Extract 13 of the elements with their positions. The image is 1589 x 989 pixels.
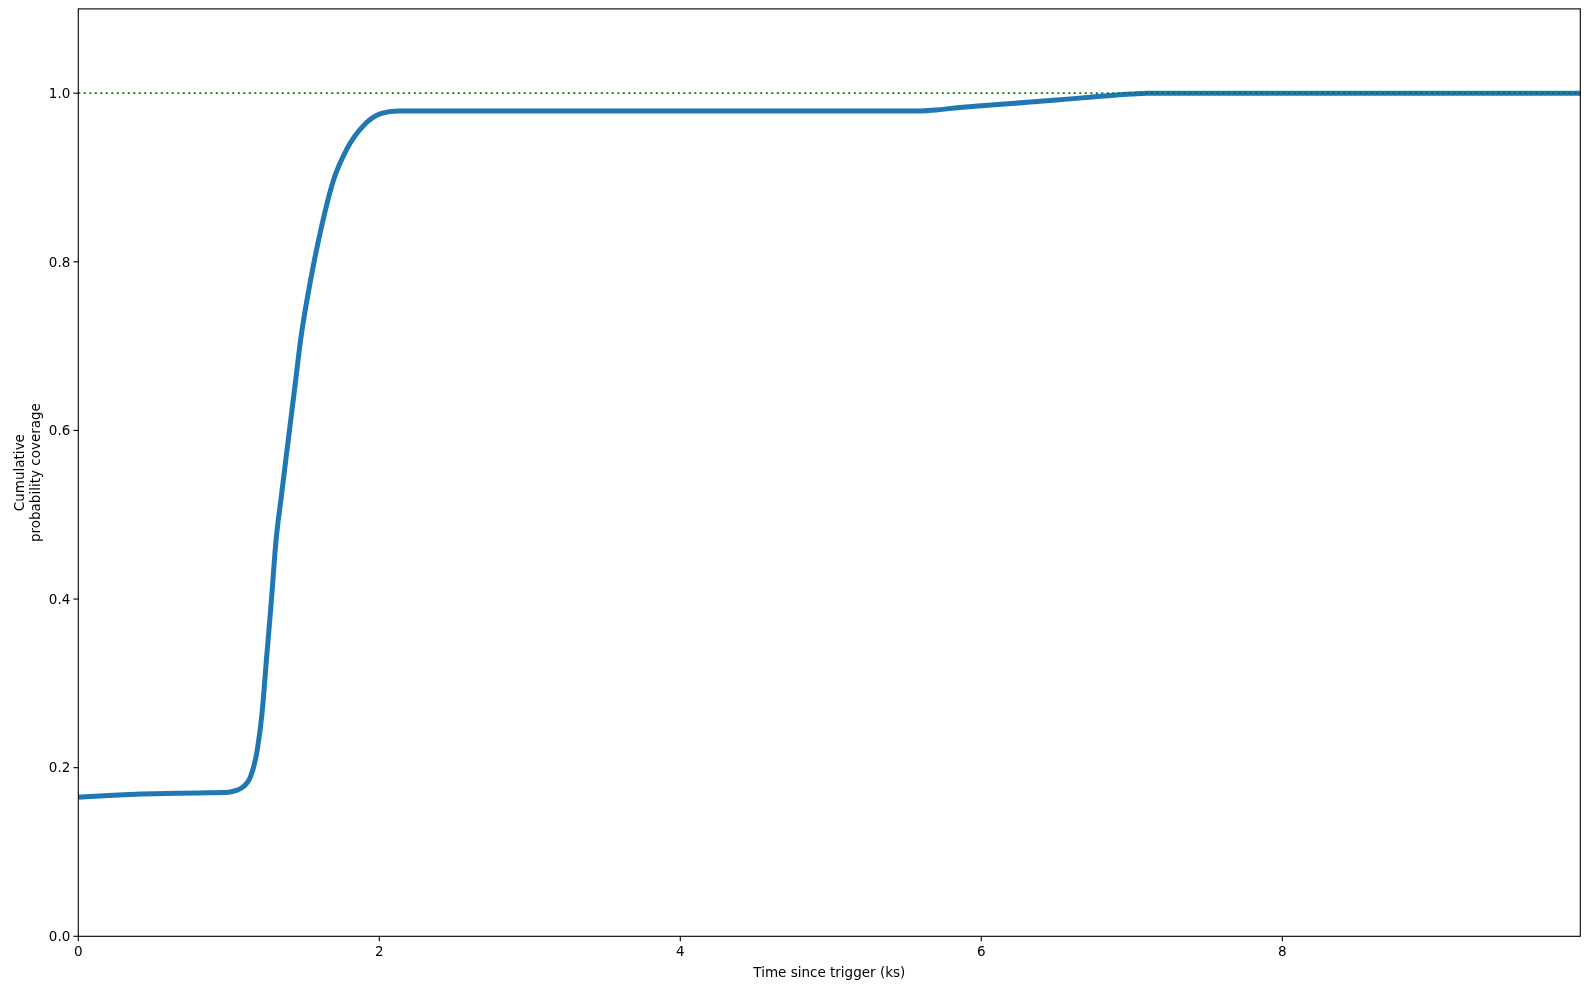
x-tick-label: 4 bbox=[676, 943, 685, 960]
y-tick-label: 0.6 bbox=[48, 422, 71, 439]
y-tick-label: 0.8 bbox=[48, 253, 71, 270]
y-tick-label: 0.2 bbox=[48, 759, 71, 776]
x-tick-label: 0 bbox=[74, 943, 83, 960]
y-tick-label: 0.4 bbox=[48, 590, 71, 607]
x-tick-label: 6 bbox=[977, 943, 986, 960]
y-axis-title: Cumulative probability coverage bbox=[11, 403, 43, 543]
x-tick-label: 8 bbox=[1278, 943, 1287, 960]
y-tick-label: 1.0 bbox=[48, 84, 71, 101]
x-axis-title: Time since trigger (ks) bbox=[752, 964, 906, 981]
y-tick-label: 0.0 bbox=[48, 928, 71, 945]
x-tick-label: 2 bbox=[375, 943, 384, 960]
